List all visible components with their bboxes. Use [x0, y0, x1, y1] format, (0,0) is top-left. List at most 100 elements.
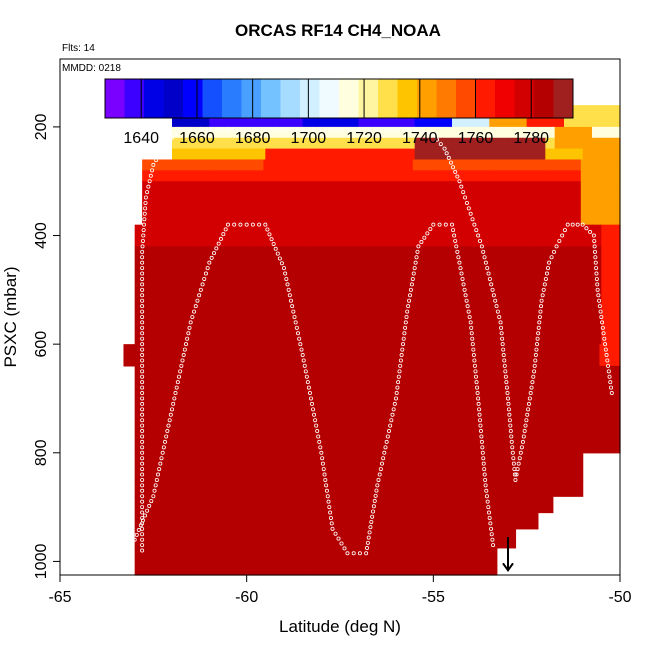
- heatmap-cell: [442, 452, 453, 465]
- heatmap-cell: [310, 197, 321, 226]
- heatmap-cell: [496, 197, 507, 226]
- flight-track-point: [562, 228, 567, 233]
- heatmap-cell: [312, 528, 322, 549]
- heatmap-cell: [424, 148, 434, 161]
- flight-track-point: [513, 477, 518, 482]
- heatmap-cell: [610, 365, 621, 454]
- flight-track-point: [316, 434, 321, 439]
- heatmap-cell: [200, 452, 210, 465]
- flight-track-point: [193, 304, 198, 309]
- heatmap-cell: [340, 512, 350, 530]
- flight-track-point: [263, 127, 268, 132]
- flight-track-point: [419, 240, 424, 245]
- flight-track-point: [140, 515, 145, 520]
- heatmap-cell: [526, 463, 537, 481]
- heatmap-cell: [200, 528, 210, 549]
- heatmap-cell: [256, 126, 266, 139]
- heatmap-cell: [198, 344, 209, 367]
- heatmap-cell: [452, 528, 462, 549]
- heatmap-cell: [321, 512, 332, 530]
- colorbar-tick-label: 1640: [123, 130, 159, 147]
- heatmap-cell: [190, 463, 201, 481]
- heatmap-cell: [422, 181, 433, 199]
- heatmap-cell: [508, 126, 518, 139]
- heatmap-cell: [347, 170, 358, 182]
- heatmap-cell: [480, 547, 490, 576]
- flight-track-point: [367, 127, 372, 132]
- heatmap-cell: [293, 452, 304, 465]
- flight-track-point: [311, 127, 316, 132]
- heatmap-cell: [265, 512, 276, 530]
- flight-track-point: [592, 244, 597, 249]
- flight-track-point: [153, 483, 158, 488]
- heatmap-cell: [190, 496, 201, 514]
- heatmap-cell: [459, 181, 470, 199]
- heatmap-cell: [394, 159, 405, 171]
- heatmap-cell: [459, 159, 470, 171]
- heatmap-cell: [536, 224, 546, 247]
- heatmap-cell: [153, 463, 164, 481]
- heatmap-cell: [198, 197, 209, 226]
- heatmap-cell: [282, 344, 293, 367]
- flight-track-point: [140, 505, 145, 510]
- heatmap-cell: [246, 547, 257, 576]
- heatmap-cell: [508, 137, 518, 150]
- heatmap-cell: [358, 452, 369, 465]
- flight-track-point: [141, 222, 146, 227]
- flight-track-point: [172, 396, 177, 401]
- heatmap-cell: [330, 224, 341, 247]
- flight-track-point: [328, 127, 333, 132]
- heatmap-cell: [172, 137, 182, 150]
- heatmap-cell: [405, 365, 416, 454]
- flight-track-point: [328, 510, 333, 515]
- heatmap-cell: [573, 148, 584, 161]
- flight-track-point: [437, 222, 442, 227]
- flight-track-point: [140, 499, 145, 504]
- heatmap-cell: [218, 148, 229, 161]
- heatmap-cell: [526, 246, 537, 345]
- flight-track-point: [169, 135, 174, 140]
- flight-track-point: [159, 456, 164, 461]
- flight-track-point: [554, 244, 559, 249]
- heatmap-cell: [190, 365, 201, 454]
- heatmap-cell: [442, 224, 453, 247]
- heatmap-cell: [480, 463, 490, 481]
- flight-track-point: [390, 412, 395, 417]
- flight-track-point: [472, 358, 477, 363]
- heatmap-cell: [274, 479, 285, 497]
- heatmap-cell: [536, 452, 546, 465]
- flight-track-point: [469, 325, 474, 330]
- flight-track-point: [396, 380, 401, 385]
- heatmap-cell: [468, 181, 479, 199]
- flight-track-point: [541, 287, 546, 292]
- colorbar-swatch: [163, 79, 184, 118]
- flight-track-point: [404, 314, 409, 319]
- heatmap-cell: [368, 126, 378, 139]
- heatmap-cell: [377, 547, 388, 576]
- flight-track-point: [301, 358, 306, 363]
- heatmap-cell: [461, 224, 472, 247]
- heatmap-cell: [422, 197, 433, 226]
- flight-track-point: [494, 304, 499, 309]
- heatmap-cell: [181, 547, 192, 576]
- heatmap-cell: [181, 496, 192, 514]
- heatmap-cell: [424, 463, 434, 481]
- heatmap-cell: [461, 496, 472, 514]
- flight-track-point: [407, 293, 412, 298]
- flight-track-point: [470, 336, 475, 341]
- heatmap-cell: [524, 159, 535, 171]
- heatmap-cell: [386, 512, 397, 530]
- heatmap-cell: [610, 224, 621, 247]
- flight-track-point: [466, 206, 471, 211]
- flight-track-point: [374, 488, 379, 493]
- flight-track-point: [531, 374, 536, 379]
- heatmap-cell: [590, 344, 601, 367]
- heatmap-cell: [414, 246, 425, 345]
- flight-track-point: [509, 434, 514, 439]
- heatmap-cell: [564, 148, 574, 161]
- heatmap-cell: [200, 126, 210, 139]
- flight-track-point: [528, 391, 533, 396]
- heatmap-cell: [470, 512, 481, 530]
- heatmap-cell: [554, 452, 565, 465]
- heatmap-cell: [228, 479, 238, 497]
